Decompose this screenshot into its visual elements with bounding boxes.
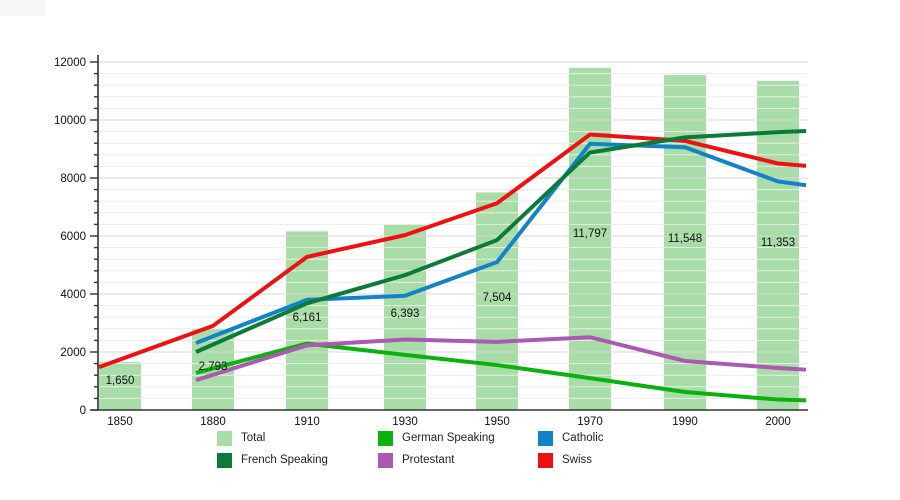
bar-label-1880: 2,793: [199, 361, 228, 373]
legend-label-protestant: Protestant: [402, 454, 455, 466]
legend-swatch-german-speaking: [378, 431, 393, 446]
y-tick-label-12000: 12000: [54, 57, 86, 69]
bar-label-1910: 6,161: [293, 312, 322, 324]
legend-item-protestant: Protestant: [378, 453, 454, 468]
legend-swatch-french-speaking: [217, 453, 232, 468]
y-tick-label-10000: 10000: [54, 115, 86, 127]
legend-label-total: Total: [241, 432, 266, 444]
line-french-speaking: [195, 129, 807, 354]
total-bar-1970: [569, 67, 611, 411]
x-tick-label-1930: 1930: [392, 416, 418, 428]
x-tick-label-1950: 1950: [484, 416, 510, 428]
total-bar-1910: [286, 231, 328, 410]
y-tick-label-0: 0: [80, 405, 86, 417]
legend-swatch-swiss: [538, 453, 553, 468]
legend-swatch-total: [217, 431, 232, 446]
y-tick-label-6000: 6000: [60, 231, 86, 243]
legend-label-french-speaking: French Speaking: [241, 454, 328, 466]
x-tick-label-1850: 1850: [107, 416, 133, 428]
bar-label-1950: 7,504: [483, 292, 512, 304]
bar-label-1850: 1,650: [106, 375, 135, 387]
legend-swatch-catholic: [538, 431, 553, 446]
x-tick-label-1910: 1910: [294, 416, 320, 428]
legend-label-swiss: Swiss: [562, 454, 593, 466]
legend-label-german-speaking: German Speaking: [402, 432, 495, 444]
total-bar-2000: [757, 80, 799, 410]
legend-item-german-speaking: German Speaking: [378, 431, 495, 446]
x-tick-label-2000: 2000: [765, 416, 791, 428]
x-tick-label-1990: 1990: [672, 416, 698, 428]
x-tick-label-1970: 1970: [577, 416, 603, 428]
y-tick-label-4000: 4000: [60, 289, 86, 301]
bar-label-1930: 6,393: [391, 308, 420, 320]
legend-item-total: Total: [217, 431, 265, 446]
line-swiss: [98, 132, 807, 369]
legend-swatch-protestant: [378, 453, 393, 468]
y-tick-label-8000: 8000: [60, 173, 86, 185]
legend-item-swiss: Swiss: [538, 453, 592, 468]
line-protestant: [195, 335, 807, 383]
y-tick-label-2000: 2000: [60, 347, 86, 359]
legend-label-catholic: Catholic: [562, 432, 604, 444]
x-tick-label-1880: 1880: [200, 416, 226, 428]
total-bar-1990: [664, 75, 706, 410]
legend-item-catholic: Catholic: [538, 431, 604, 446]
bar-label-1990: 11,548: [668, 233, 702, 245]
legend-item-french-speaking: French Speaking: [217, 453, 328, 468]
corner-artifact: [0, 0, 46, 16]
bar-label-2000: 11,353: [761, 237, 795, 249]
total-bar-1850: [99, 362, 141, 410]
bar-label-1970: 11,797: [573, 228, 607, 240]
